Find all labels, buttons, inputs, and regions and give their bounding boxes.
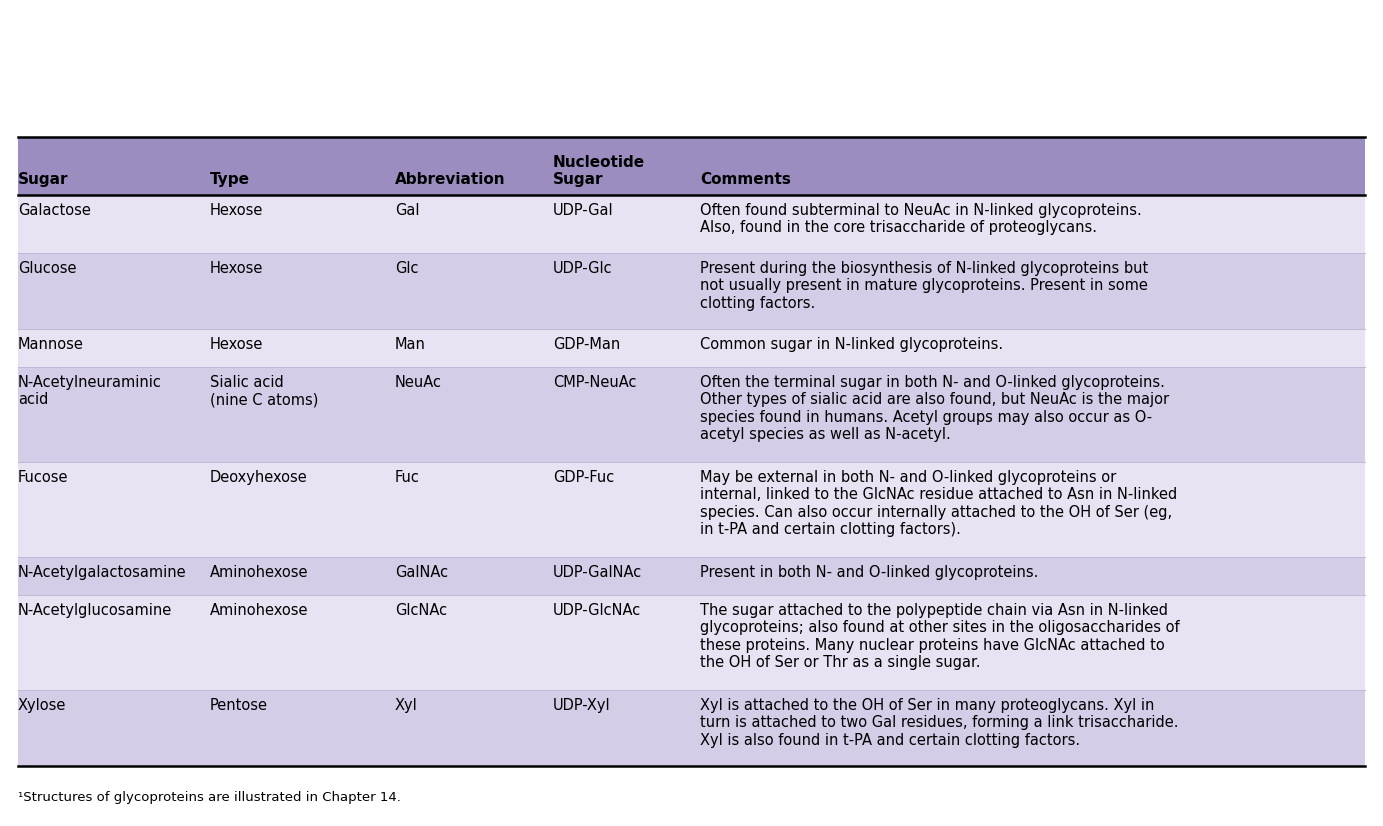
Text: N-Acetylglucosamine: N-Acetylglucosamine [18, 603, 173, 618]
Bar [18, 462, 1365, 557]
Text: Xyl is attached to the OH of Ser in many proteoglycans. Xyl in
turn is attached : Xyl is attached to the OH of Ser in many… [700, 698, 1178, 748]
Text: Often the terminal sugar in both N- and O-linked glycoproteins.
Other types of s: Often the terminal sugar in both N- and … [700, 375, 1169, 442]
Text: UDP-GalNAc: UDP-GalNAc [553, 565, 642, 580]
Text: Sialic acid
(nine C atoms): Sialic acid (nine C atoms) [210, 375, 318, 407]
Text: Galactose: Galactose [18, 203, 91, 218]
Bar [18, 367, 1365, 462]
Bar [18, 329, 1365, 367]
Text: Mannose: Mannose [18, 337, 84, 352]
Text: UDP-Gal: UDP-Gal [553, 203, 614, 218]
Text: GDP-Fuc: GDP-Fuc [553, 470, 614, 485]
Text: GDP-Man: GDP-Man [553, 337, 620, 352]
Text: Deoxyhexose: Deoxyhexose [210, 470, 308, 485]
Text: Hexose: Hexose [210, 261, 263, 276]
Text: Sugar: Sugar [18, 172, 69, 187]
Text: Type: Type [210, 172, 250, 187]
Text: GlcNAc: GlcNAc [396, 603, 447, 618]
Text: ¹Structures of glycoproteins are illustrated in Chapter 14.: ¹Structures of glycoproteins are illustr… [18, 791, 401, 804]
Bar [18, 557, 1365, 595]
Text: Xylose: Xylose [18, 698, 66, 713]
Text: Often found subterminal to NeuAc in N-linked glycoproteins.
Also, found in the c: Often found subterminal to NeuAc in N-li… [700, 203, 1142, 235]
Text: May be external in both N- and O-linked glycoproteins or
internal, linked to the: May be external in both N- and O-linked … [700, 470, 1177, 537]
Bar [18, 253, 1365, 329]
Text: Fuc: Fuc [396, 470, 420, 485]
Text: Gal: Gal [396, 203, 419, 218]
Text: N-Acetylgalactosamine: N-Acetylgalactosamine [18, 565, 187, 580]
Text: CMP-NeuAc: CMP-NeuAc [553, 375, 636, 390]
Text: UDP-Xyl: UDP-Xyl [553, 698, 611, 713]
Text: N-Acetylneuraminic
acid: N-Acetylneuraminic acid [18, 375, 162, 407]
Text: Aminohexose: Aminohexose [210, 603, 308, 618]
Bar [18, 137, 1365, 195]
Text: Xyl: Xyl [396, 698, 418, 713]
Text: GalNAc: GalNAc [396, 565, 448, 580]
Bar [18, 195, 1365, 253]
Text: The sugar attached to the polypeptide chain via Asn in N-linked
glycoproteins; a: The sugar attached to the polypeptide ch… [700, 603, 1180, 670]
Text: Aminohexose: Aminohexose [210, 565, 308, 580]
Text: Hexose: Hexose [210, 203, 263, 218]
Text: Fucose: Fucose [18, 470, 69, 485]
Text: NeuAc: NeuAc [396, 375, 443, 390]
Text: Present during the biosynthesis of N-linked glycoproteins but
not usually presen: Present during the biosynthesis of N-lin… [700, 261, 1148, 311]
Bar [18, 595, 1365, 690]
Text: Abbreviation: Abbreviation [396, 172, 506, 187]
Bar [18, 690, 1365, 766]
Text: Glc: Glc [396, 261, 419, 276]
Text: Glucose: Glucose [18, 261, 76, 276]
Text: UDP-Glc: UDP-Glc [553, 261, 613, 276]
Text: Pentose: Pentose [210, 698, 268, 713]
Text: Present in both N- and O-linked glycoproteins.: Present in both N- and O-linked glycopro… [700, 565, 1039, 580]
Text: Nucleotide
Sugar: Nucleotide Sugar [553, 154, 644, 187]
Text: Comments: Comments [700, 172, 791, 187]
Text: Man: Man [396, 337, 426, 352]
Text: UDP-GlcNAc: UDP-GlcNAc [553, 603, 642, 618]
Text: Common sugar in N-linked glycoproteins.: Common sugar in N-linked glycoproteins. [700, 337, 1003, 352]
Text: Hexose: Hexose [210, 337, 263, 352]
